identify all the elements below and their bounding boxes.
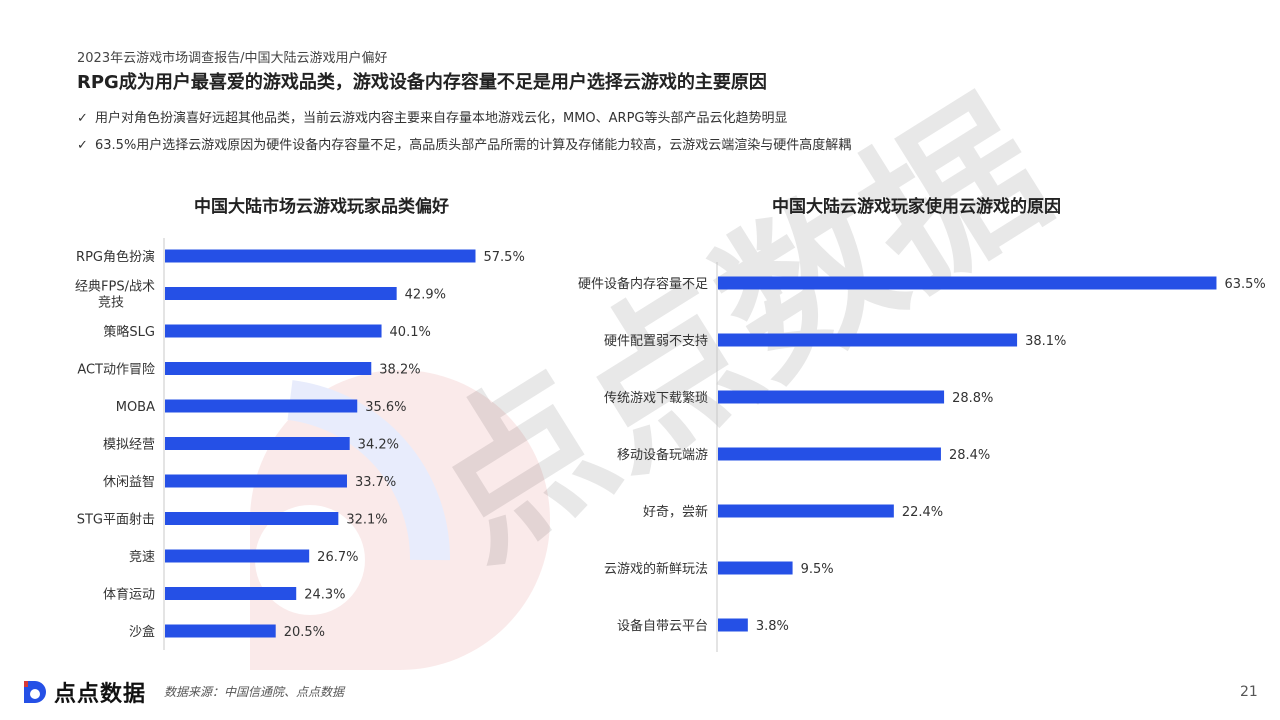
value-label: 63.5%: [1224, 277, 1265, 292]
footer-logo: 点点数据: [20, 676, 146, 708]
data-source: 数据来源：中国信通院、点点数据: [164, 685, 345, 699]
value-label: 57.5%: [484, 250, 525, 265]
category-label: 体育运动: [103, 587, 155, 603]
category-label: 移动设备玩端游: [617, 447, 708, 463]
value-label: 35.6%: [365, 400, 406, 415]
bullet-text: 用户对角色扮演喜好远超其他品类，当前云游戏内容主要来自存量本地游戏云化，MMO、…: [95, 111, 788, 126]
bullet-item: ✓ 用户对角色扮演喜好远超其他品类，当前云游戏内容主要来自存量本地游戏云化，MMO…: [77, 110, 851, 137]
bar: [165, 587, 297, 600]
category-label: 传统游戏下载繁琐: [604, 390, 708, 406]
value-label: 40.1%: [390, 325, 431, 340]
value-label: 28.4%: [949, 448, 990, 463]
bar: [165, 324, 382, 338]
value-label: 24.3%: [304, 588, 345, 603]
value-label: 9.5%: [801, 562, 834, 577]
category-label: STG平面射击: [77, 512, 155, 528]
bar: [165, 624, 276, 638]
value-label: 22.4%: [902, 505, 943, 520]
value-label: 20.5%: [284, 625, 325, 640]
bar: [165, 399, 358, 413]
category-label: RPG角色扮演: [76, 249, 155, 265]
value-label: 38.2%: [379, 363, 420, 378]
bar: [718, 447, 941, 461]
bar-chart-1: RPG角色扮演 57.5% 经典FPS/战术竞技 42.9% 策略SLG 40.1% ACT…: [75, 238, 525, 650]
category-label: 好奇，尝新: [643, 504, 708, 520]
value-label: 34.2%: [358, 438, 399, 453]
bar: [165, 362, 372, 375]
category-label: 云游戏的新鲜玩法: [604, 561, 708, 577]
chart-title-reasons: 中国大陆云游戏玩家使用云游戏的原因: [772, 197, 1061, 217]
category-label: ACT动作冒险: [77, 363, 155, 378]
bar: [718, 333, 1018, 347]
logo-text: 点点数据: [54, 682, 147, 707]
report-path: 2023年云游戏市场调查报告/中国大陆云游戏用户偏好: [77, 51, 388, 66]
category-label: 模拟经营: [103, 438, 155, 453]
value-label: 38.1%: [1025, 334, 1066, 349]
bar: [165, 249, 476, 263]
bar: [165, 549, 310, 563]
bar: [718, 618, 748, 632]
category-label: 设备自带云平台: [617, 618, 708, 634]
category-label: 经典FPS/战术竞技: [75, 280, 155, 311]
value-label: 3.8%: [756, 619, 789, 634]
category-label: 硬件配置弱不支持: [604, 334, 708, 349]
chart-title-genre: 中国大陆市场云游戏玩家品类偏好: [194, 197, 449, 217]
category-label: 沙盒: [129, 624, 155, 640]
bar: [718, 390, 945, 404]
check-icon: ✓: [77, 138, 88, 153]
bar: [165, 474, 347, 488]
value-label: 42.9%: [405, 288, 446, 303]
category-label: 策略SLG: [103, 324, 155, 340]
category-label: 竞速: [129, 549, 155, 565]
value-label: 28.8%: [952, 391, 993, 406]
bar: [165, 287, 397, 300]
value-label: 26.7%: [317, 550, 358, 565]
bar: [718, 276, 1217, 290]
check-icon: ✓: [77, 111, 88, 126]
bullet-list: ✓ 用户对角色扮演喜好远超其他品类，当前云游戏内容主要来自存量本地游戏云化，MMO…: [77, 110, 851, 164]
category-label: MOBA: [116, 400, 155, 415]
bullet-item: ✓ 63.5%用户选择云游戏原因为硬件设备内存容量不足，高品质头部产品所需的计算及…: [77, 137, 851, 164]
value-label: 33.7%: [355, 475, 396, 490]
bar: [718, 561, 793, 575]
category-label: 硬件设备内存容量不足: [578, 276, 708, 292]
brand-logo-icon: [24, 681, 46, 703]
page-number: 21: [1240, 684, 1258, 700]
bar: [718, 504, 894, 518]
bar-chart-2: 硬件设备内存容量不足 63.5% 硬件配置弱不支持 38.1% 传统游戏下载繁琐 28.8…: [578, 262, 1266, 652]
category-label: 休闲益智: [103, 475, 155, 490]
bar: [165, 437, 350, 450]
bar: [165, 512, 339, 525]
page-headline: RPG成为用户最喜爱的游戏品类，游戏设备内存容量不足是用户选择云游戏的主要原因: [77, 72, 767, 93]
value-label: 32.1%: [346, 513, 387, 528]
bullet-text: 63.5%用户选择云游戏原因为硬件设备内存容量不足，高品质头部产品所需的计算及存…: [95, 138, 852, 153]
